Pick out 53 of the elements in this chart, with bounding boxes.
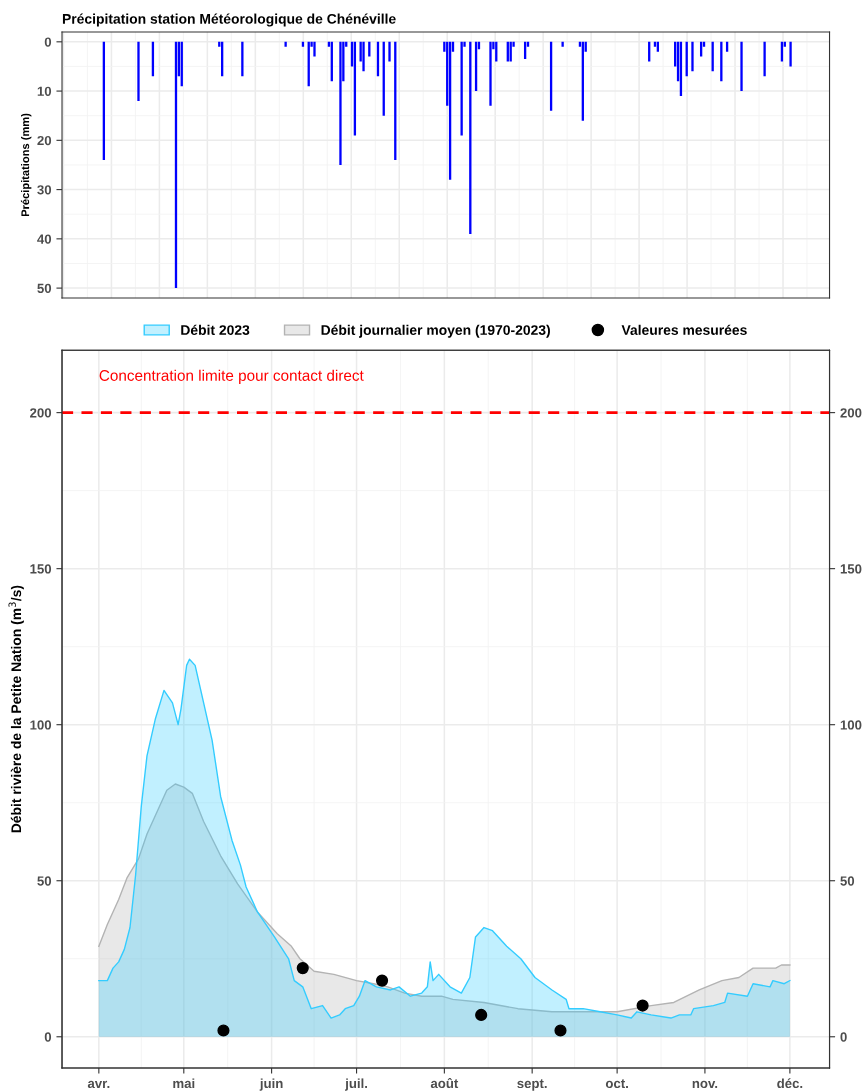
y-tick-label: 40: [37, 234, 52, 244]
y-tick-label: 50: [37, 283, 52, 294]
y-tick-label: 150: [30, 564, 52, 574]
point: [554, 1024, 567, 1037]
bar: [740, 41, 743, 92]
point: [217, 1024, 230, 1037]
y-tick-label: 100: [30, 720, 52, 730]
y2-tick-label: 100: [840, 720, 862, 730]
bar: [137, 41, 140, 101]
x-tick-label: mai: [173, 1078, 195, 1089]
bar: [301, 41, 305, 47]
x-tick-label: juin: [259, 1078, 283, 1091]
y-tick-label: 10: [37, 86, 52, 96]
y-axis-title: Précipitations (mm): [20, 113, 32, 217]
ref-line-label: Concentration limite pour contact direct: [99, 369, 364, 384]
x-tick-label: oct.: [605, 1079, 628, 1089]
y-axis-title: Débit rivière de la Petite Nation (m$^{3}$/s): [8, 585, 24, 833]
bar: [284, 41, 287, 47]
y-tick-label: 0: [44, 37, 52, 47]
x-tick-label: nov.: [692, 1080, 718, 1089]
bar: [362, 41, 365, 72]
x-tick-label: avr.: [87, 1080, 110, 1089]
point: [296, 962, 309, 975]
bar: [789, 41, 792, 67]
y-tick-label: 0: [44, 1032, 52, 1042]
chart-title: Précipitation station Météorologique de Chénéville: [62, 13, 396, 27]
bar: [763, 41, 766, 77]
x-tick-label: juil.: [345, 1078, 368, 1091]
x-tick-label: août: [430, 1078, 459, 1089]
y2-tick-label: 50: [840, 876, 855, 886]
bar: [339, 41, 342, 165]
bar: [561, 41, 564, 47]
bar: [691, 41, 694, 72]
y2-tick-label: 200: [840, 408, 862, 418]
bar: [241, 41, 244, 77]
y2-tick-label: 150: [840, 564, 862, 574]
bar: [388, 41, 391, 62]
y2-tick-label: 0: [840, 1032, 847, 1042]
bar: [460, 41, 463, 136]
point: [475, 1008, 488, 1022]
point: [375, 974, 389, 987]
y-tick-label: 30: [37, 185, 52, 195]
point: [636, 999, 649, 1012]
legend-label: Débit journalier moyen (1970-2023): [321, 324, 550, 338]
bar: [313, 41, 316, 57]
y-tick-label: 50: [37, 876, 52, 886]
y-tick-label: 20: [37, 135, 52, 146]
y-tick-label: 200: [30, 408, 52, 418]
x-tick-label: déc.: [777, 1078, 803, 1089]
legend-label: Débit 2023: [181, 324, 250, 335]
x-tick-label: sept.: [517, 1079, 547, 1091]
legend-label: Valeures mesurées: [621, 324, 747, 335]
bar: [489, 41, 492, 106]
